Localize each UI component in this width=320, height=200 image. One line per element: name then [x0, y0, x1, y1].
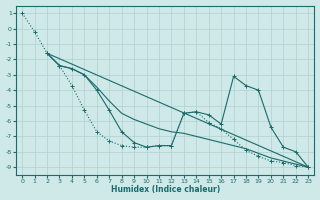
X-axis label: Humidex (Indice chaleur): Humidex (Indice chaleur)	[111, 185, 220, 194]
